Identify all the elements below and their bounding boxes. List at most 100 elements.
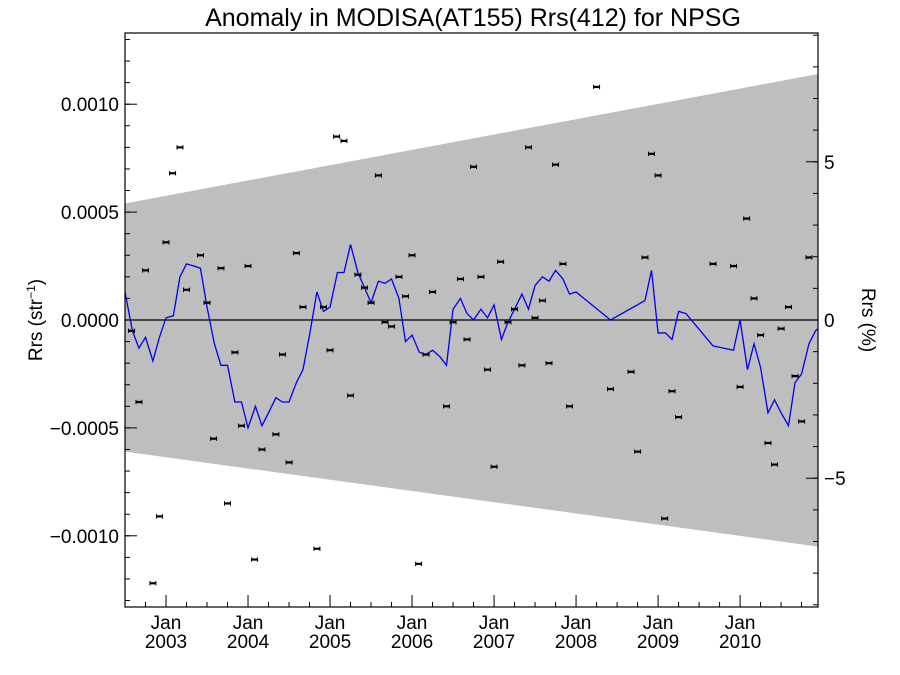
data-point [183, 287, 191, 292]
chart-title: Anomaly in MODISA(AT155) Rrs(412) for NP… [205, 4, 741, 32]
data-point [648, 151, 656, 157]
data-point [340, 138, 348, 144]
data-point [367, 300, 375, 305]
data-point [668, 389, 676, 394]
y-axis-label-base: Rrs (str [26, 298, 47, 361]
data-point [552, 162, 560, 167]
monthly-points-series [128, 84, 813, 586]
x-tick-month-label: Jan [561, 613, 592, 634]
data-point [210, 436, 218, 441]
data-point [566, 404, 574, 409]
data-point [388, 324, 396, 329]
data-point [791, 373, 799, 379]
data-point [429, 289, 437, 295]
data-point [518, 363, 526, 368]
data-point [251, 557, 259, 562]
y-right-tick-label: 5 [824, 153, 835, 174]
data-point [196, 253, 204, 258]
y-tick-label: −0.0005 [50, 419, 119, 440]
data-point [231, 350, 239, 355]
data-point [333, 134, 341, 139]
data-point [408, 253, 416, 258]
data-point [319, 304, 327, 310]
y-axis-right-label: Rrs (%) [857, 288, 878, 352]
data-point [313, 546, 321, 551]
data-point [224, 501, 232, 506]
data-point [777, 326, 785, 331]
data-point [381, 319, 389, 325]
x-tick-month-label: Jan [233, 613, 264, 634]
data-point [203, 300, 211, 305]
x-tick-month-label: Jan [725, 613, 756, 634]
data-point [511, 307, 519, 312]
data-point [278, 352, 286, 357]
data-point [142, 268, 150, 273]
x-tick-year-label: 2010 [719, 632, 761, 653]
data-point [415, 561, 423, 567]
data-point [538, 298, 546, 303]
data-point [627, 369, 635, 374]
y-tick-label: 0.0005 [61, 203, 119, 224]
data-point [470, 164, 478, 169]
data-point [771, 462, 779, 467]
data-point [395, 274, 403, 280]
plot-area [125, 74, 818, 586]
data-point [258, 447, 266, 452]
data-point [709, 261, 717, 267]
data-point [805, 255, 813, 260]
data-point [764, 440, 772, 446]
y-axis-label-close: ) [26, 279, 47, 285]
x-tick-year-label: 2006 [391, 632, 433, 653]
data-point [374, 173, 382, 178]
data-point [634, 449, 642, 454]
data-point [244, 263, 252, 269]
data-point [176, 145, 184, 150]
x-tick-month-label: Jan [643, 613, 674, 634]
data-point [736, 384, 744, 390]
data-point [593, 84, 601, 90]
data-point [292, 250, 300, 256]
x-tick-month-label: Jan [151, 613, 182, 634]
data-point [217, 266, 225, 271]
data-point [477, 274, 485, 280]
data-point [135, 399, 143, 405]
y-right-tick-label: −5 [824, 469, 846, 490]
data-point [422, 352, 430, 357]
data-point [354, 272, 362, 277]
data-point [497, 259, 505, 264]
data-point [743, 216, 751, 221]
y-axis-label: Rrs (str−1) [24, 279, 47, 361]
envelope-band [125, 74, 818, 547]
data-point [401, 294, 409, 299]
right-axis: 5 0 −5 [806, 34, 846, 606]
data-point [442, 404, 450, 409]
data-point [654, 173, 662, 178]
data-point [750, 296, 758, 301]
x-tick-year-label: 2005 [309, 632, 351, 653]
x-tick-year-label: 2004 [227, 632, 270, 653]
data-point [524, 145, 532, 150]
x-tick-year-label: 2003 [145, 632, 187, 653]
data-point [169, 171, 177, 176]
data-point [326, 348, 334, 353]
y-tick-label: −0.0010 [50, 527, 119, 548]
x-tick-month-label: Jan [315, 613, 346, 634]
data-point [757, 332, 765, 338]
y-tick-label: 0.0010 [61, 95, 119, 116]
bottom-axis: Jan2003Jan2004Jan2005Jan2006Jan2007Jan20… [145, 595, 803, 653]
y-tick-label: 0.0000 [61, 311, 119, 332]
data-point [128, 328, 136, 333]
data-point [661, 516, 669, 521]
data-point [504, 319, 512, 325]
data-point [483, 367, 491, 372]
data-point [463, 337, 471, 342]
data-point [347, 393, 355, 398]
y-right-tick-label: 0 [824, 311, 835, 332]
x-tick-month-label: Jan [479, 613, 510, 634]
data-point [607, 386, 615, 392]
data-point [730, 263, 738, 269]
x-tick-year-label: 2008 [555, 632, 597, 653]
data-point [545, 360, 553, 366]
data-point [449, 319, 457, 325]
data-point [531, 315, 539, 321]
